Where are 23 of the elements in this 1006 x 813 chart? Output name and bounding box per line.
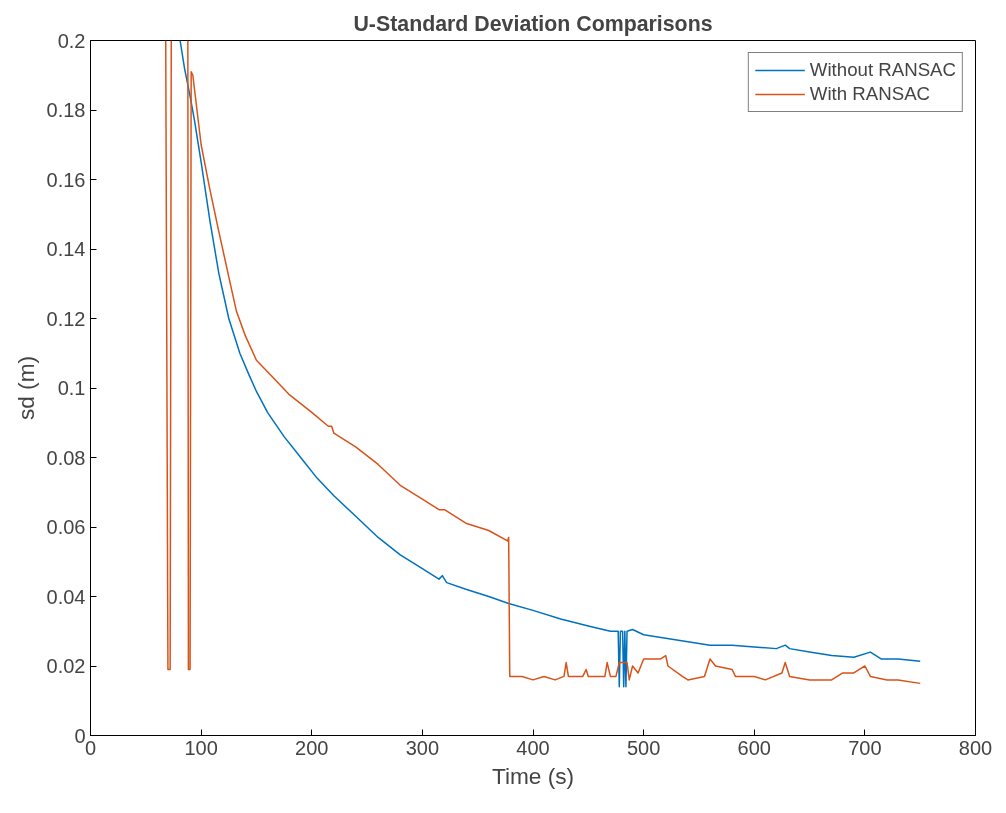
x-tick-label: 700: [848, 736, 882, 759]
x-axis-title: Time (s): [491, 762, 575, 789]
x-tick-label: 600: [737, 736, 771, 759]
x-tick-label: 300: [405, 736, 440, 759]
y-tick-label: 0.02: [46, 655, 86, 677]
x-tick-label: 800: [958, 736, 993, 759]
y-tick-label: 0.14: [46, 238, 86, 260]
y-tick-label: 0.12: [46, 307, 86, 330]
y-tick-label: 0.16: [46, 168, 86, 191]
x-tick-label: 200: [295, 736, 329, 759]
legend-label: Without RANSAC: [809, 59, 956, 81]
y-axis-title: sd (m): [12, 355, 39, 421]
y-tick-label: 0.06: [46, 516, 86, 538]
y-tick-label: 0.04: [46, 585, 86, 608]
x-tick-label: 500: [626, 736, 661, 759]
x-tick-label: 100: [184, 736, 218, 759]
y-tick-label: 0.1: [57, 377, 86, 399]
chart-title: U-Standard Deviation Comparisons: [353, 11, 713, 36]
legend-label: With RANSAC: [809, 83, 931, 105]
x-tick-label: 400: [516, 736, 550, 759]
y-tick-label: 0.08: [46, 446, 86, 469]
y-tick-label: 0.2: [57, 29, 86, 52]
y-tick-label: 0.18: [46, 99, 86, 121]
